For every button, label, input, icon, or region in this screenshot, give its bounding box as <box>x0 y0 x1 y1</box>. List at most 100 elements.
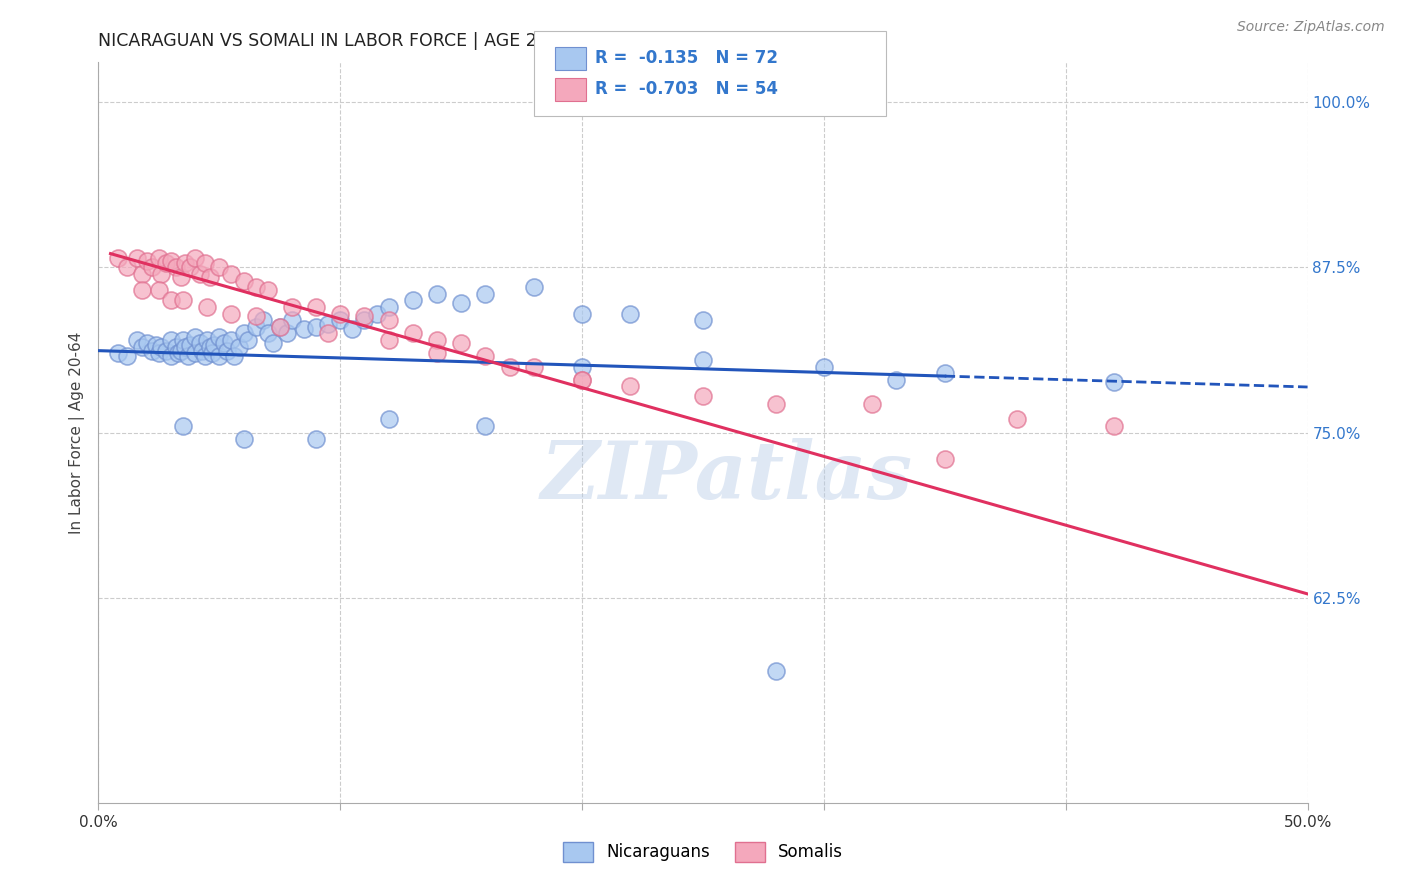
Point <box>131 267 153 281</box>
Point <box>169 343 191 358</box>
Point <box>141 260 163 275</box>
Point <box>269 319 291 334</box>
Point <box>167 346 190 360</box>
Point <box>571 359 593 374</box>
Point <box>342 322 364 336</box>
Point <box>148 251 170 265</box>
Point <box>194 349 217 363</box>
Text: Source: ZipAtlas.com: Source: ZipAtlas.com <box>1237 20 1385 34</box>
Point <box>221 333 243 347</box>
Point <box>228 340 250 354</box>
Point <box>305 300 328 314</box>
Point <box>204 338 226 352</box>
Point <box>195 333 218 347</box>
Point <box>208 349 231 363</box>
Point <box>117 349 139 363</box>
Point <box>281 313 304 327</box>
Point <box>155 343 177 358</box>
Point <box>316 317 339 331</box>
Point <box>523 359 546 374</box>
Point <box>169 269 191 284</box>
Point <box>498 359 520 374</box>
Point <box>426 333 449 347</box>
Point <box>148 283 170 297</box>
Point <box>765 664 787 678</box>
Point <box>221 307 243 321</box>
Point <box>934 366 956 380</box>
Point <box>208 260 231 275</box>
Point <box>160 253 183 268</box>
Point <box>232 326 254 341</box>
Point <box>194 256 217 270</box>
Point <box>131 340 153 354</box>
Point <box>269 319 291 334</box>
Point <box>934 452 956 467</box>
Point <box>172 419 194 434</box>
Point <box>353 313 375 327</box>
Point <box>184 251 207 265</box>
Point <box>245 319 267 334</box>
Point <box>305 319 328 334</box>
Point <box>148 346 170 360</box>
Point <box>329 307 352 321</box>
Point <box>127 333 149 347</box>
Point <box>523 280 546 294</box>
Point <box>292 322 315 336</box>
Point <box>474 349 496 363</box>
Point <box>201 346 224 360</box>
Y-axis label: In Labor Force | Age 20-64: In Labor Force | Age 20-64 <box>69 332 84 533</box>
Point <box>281 300 304 314</box>
Point <box>165 260 187 275</box>
Point <box>198 269 221 284</box>
Point <box>208 330 231 344</box>
Point <box>188 335 211 350</box>
Point <box>184 330 207 344</box>
Point <box>619 379 641 393</box>
Point <box>177 349 200 363</box>
Point <box>316 326 339 341</box>
Point <box>571 373 593 387</box>
Text: R =  -0.135   N = 72: R = -0.135 N = 72 <box>595 49 778 67</box>
Point <box>172 293 194 308</box>
Point <box>692 389 714 403</box>
Point <box>135 253 157 268</box>
Point <box>221 267 243 281</box>
Point <box>195 300 218 314</box>
Point <box>131 283 153 297</box>
Point <box>117 260 139 275</box>
Point <box>222 349 245 363</box>
Point <box>1007 412 1029 426</box>
Point <box>184 346 207 360</box>
Point <box>232 274 254 288</box>
Point <box>377 333 399 347</box>
Point <box>353 310 375 324</box>
Point <box>245 310 267 324</box>
Point <box>252 313 274 327</box>
Point <box>160 293 183 308</box>
Point <box>619 307 641 321</box>
Point <box>1102 419 1125 434</box>
Point <box>377 412 399 426</box>
Point <box>174 340 197 354</box>
Point <box>1102 376 1125 390</box>
Point <box>179 338 201 352</box>
Point <box>474 419 496 434</box>
Point <box>860 396 883 410</box>
Point <box>813 359 835 374</box>
Point <box>366 307 388 321</box>
Point <box>377 313 399 327</box>
Point <box>426 346 449 360</box>
Point <box>191 343 214 358</box>
Point <box>107 346 129 360</box>
Point <box>155 256 177 270</box>
Point <box>474 286 496 301</box>
Point <box>245 280 267 294</box>
Point <box>692 313 714 327</box>
Point <box>141 343 163 358</box>
Point <box>571 307 593 321</box>
Point <box>107 251 129 265</box>
Point <box>256 326 278 341</box>
Point <box>450 335 472 350</box>
Point <box>305 432 328 446</box>
Text: R =  -0.703   N = 54: R = -0.703 N = 54 <box>595 80 778 98</box>
